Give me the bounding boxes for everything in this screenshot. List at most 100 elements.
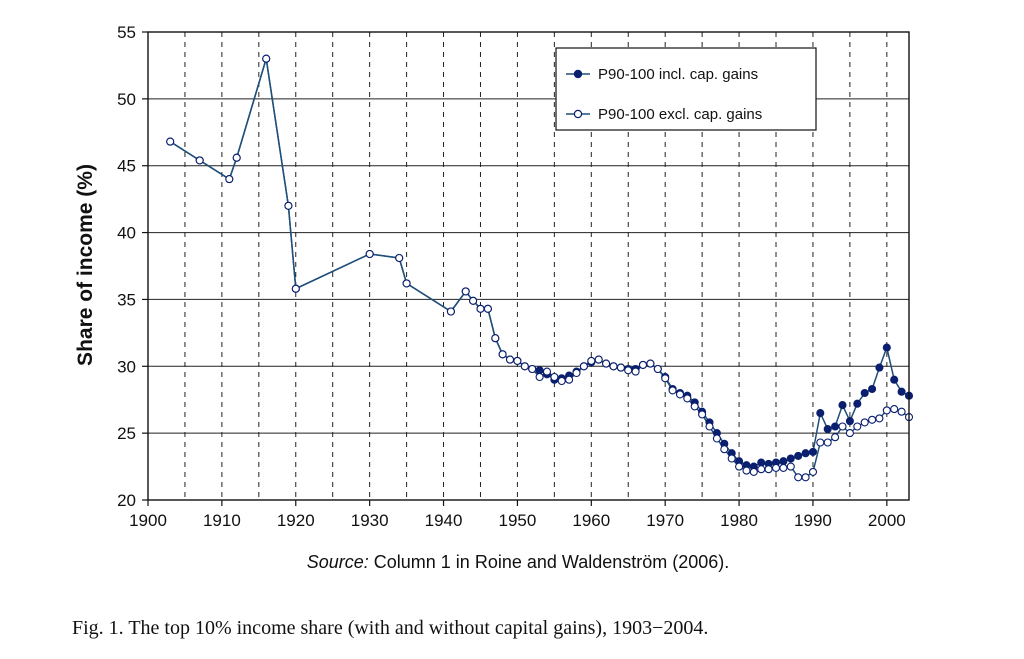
data-point-excl	[794, 473, 803, 482]
data-point-excl	[720, 445, 729, 454]
data-point-excl	[557, 376, 566, 386]
series-layer	[166, 54, 914, 482]
data-point-incl	[845, 417, 854, 426]
data-point-excl	[675, 390, 685, 399]
legend-label-incl: P90-100 incl. cap. gains	[598, 66, 758, 83]
x-tick-label: 1910	[203, 511, 241, 530]
data-point-incl	[875, 363, 884, 372]
data-point-excl	[609, 362, 618, 371]
data-point-excl	[550, 372, 559, 382]
data-point-excl	[786, 462, 795, 471]
data-point-excl	[461, 287, 470, 296]
data-point-excl	[602, 359, 611, 368]
data-point-excl	[505, 355, 515, 364]
data-point-incl	[808, 447, 818, 456]
line-chart: 20 25 30 35 40 45 50 55 1900 1910 1920 1930 1940 1950…	[74, 23, 914, 572]
data-point-excl	[875, 414, 884, 423]
data-point-excl	[860, 418, 869, 427]
legend: P90-100 incl. cap. gains P90-100 excl. c…	[555, 47, 817, 131]
source-italic: Source:	[307, 552, 369, 572]
data-point-incl	[757, 458, 766, 467]
legend-marker-excl	[573, 109, 583, 119]
data-point-excl	[446, 307, 455, 316]
data-point-incl	[816, 409, 825, 418]
data-point-excl	[528, 364, 537, 374]
data-point-excl	[166, 137, 175, 146]
data-point-incl	[882, 343, 891, 352]
data-point-excl	[646, 359, 655, 368]
y-tick-label: 30	[117, 357, 136, 376]
data-point-excl	[624, 366, 633, 375]
data-point-excl	[483, 304, 492, 313]
data-point-incl	[897, 387, 906, 396]
data-point-excl	[816, 438, 825, 447]
data-point-incl	[853, 399, 862, 408]
data-point-excl	[690, 402, 699, 411]
data-point-excl	[705, 422, 714, 431]
x-tick-label: 1920	[277, 511, 315, 530]
data-point-excl	[225, 175, 234, 184]
data-point-excl	[831, 433, 840, 442]
x-tick-label: 1900	[129, 511, 167, 530]
y-tick-label: 40	[117, 224, 136, 243]
data-point-incl	[535, 366, 544, 375]
data-point-incl	[823, 425, 832, 434]
data-point-excl	[587, 356, 596, 365]
data-point-excl	[712, 434, 721, 443]
data-point-incl	[794, 451, 803, 460]
plot-frame	[147, 31, 910, 501]
data-point-incl	[838, 401, 847, 410]
data-point-excl	[395, 253, 404, 263]
data-point-excl	[542, 367, 552, 376]
data-point-excl	[653, 364, 662, 374]
data-point-excl	[868, 415, 877, 424]
legend-marker-incl	[573, 69, 583, 79]
data-point-excl	[735, 462, 744, 471]
data-point-excl	[476, 304, 485, 313]
data-point-excl	[572, 368, 581, 378]
data-point-incl	[801, 449, 810, 458]
y-axis-label: Share of income (%)	[74, 164, 97, 366]
data-point-excl	[749, 467, 758, 476]
data-point-excl	[845, 429, 854, 438]
y-tick-label: 45	[117, 157, 136, 176]
data-point-excl	[838, 422, 847, 431]
x-tick-label: 1960	[572, 511, 610, 530]
data-point-excl	[882, 406, 891, 415]
data-point-excl	[498, 350, 507, 359]
y-tick-label: 25	[117, 424, 136, 443]
x-tick-label: 1980	[720, 511, 758, 530]
data-point-excl	[890, 405, 899, 414]
data-point-excl	[513, 356, 522, 365]
data-point-excl	[757, 465, 766, 474]
data-point-incl	[786, 454, 795, 463]
data-point-excl	[365, 249, 374, 259]
x-tick-label: 1990	[794, 511, 832, 530]
data-point-incl	[831, 422, 840, 431]
data-point-excl	[469, 296, 478, 305]
data-point-excl	[771, 463, 781, 472]
data-point-excl	[631, 367, 640, 376]
data-point-excl	[232, 153, 241, 162]
data-point-excl	[897, 407, 906, 416]
data-point-incl	[890, 375, 899, 384]
source-note: Source: Column 1 in Roine and Waldenströ…	[307, 552, 730, 572]
data-point-excl	[616, 363, 625, 372]
data-point-excl	[779, 463, 788, 472]
data-point-incl	[868, 384, 877, 394]
data-point-excl	[491, 334, 500, 343]
data-point-incl	[860, 388, 869, 398]
figure-caption: Fig. 1. The top 10% income share (with a…	[72, 617, 709, 639]
x-tick-label: 1970	[646, 511, 684, 530]
data-point-excl	[698, 410, 707, 419]
data-point-excl	[668, 386, 677, 395]
data-point-excl	[823, 438, 832, 447]
data-point-excl	[638, 360, 648, 369]
data-point-excl	[801, 473, 810, 482]
y-tick-label: 55	[117, 23, 136, 42]
data-point-excl	[284, 201, 293, 210]
y-tick-label: 50	[117, 90, 136, 109]
data-point-excl	[520, 362, 529, 371]
x-tick-label: 1930	[351, 511, 389, 530]
data-point-excl	[853, 422, 862, 431]
